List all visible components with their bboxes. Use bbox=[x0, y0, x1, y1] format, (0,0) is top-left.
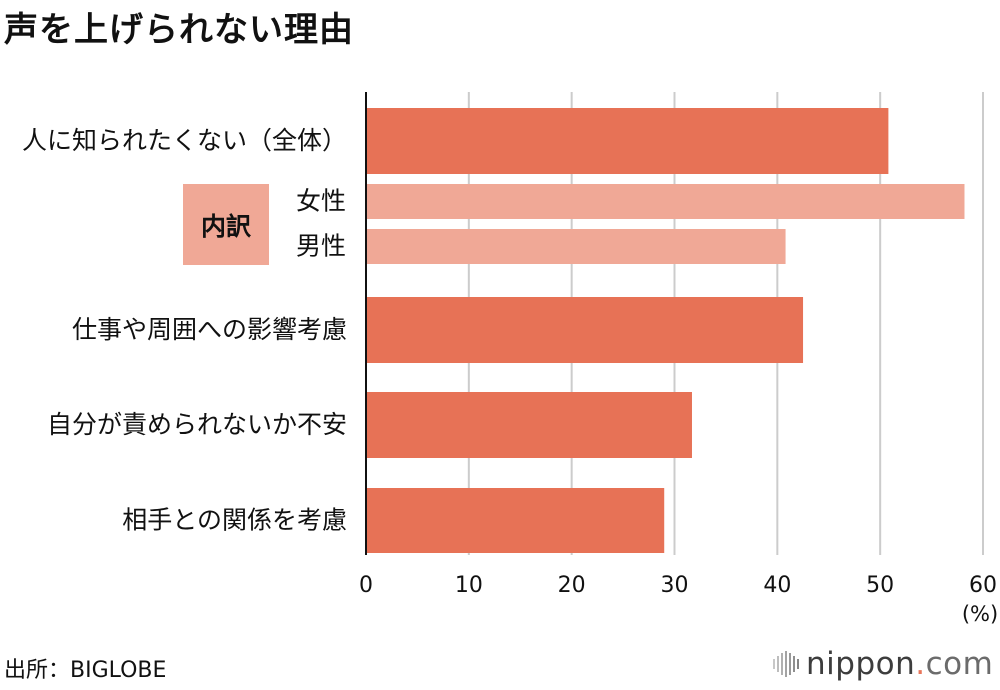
bar bbox=[366, 392, 692, 458]
category-label: 相手との関係を考慮 bbox=[122, 506, 347, 535]
logo-text: nippon.com bbox=[806, 646, 994, 682]
breakdown-label: 内訳 bbox=[183, 184, 269, 265]
x-tick-label: 40 bbox=[763, 573, 791, 598]
bar bbox=[366, 108, 889, 174]
source-text: 出所：BIGLOBE bbox=[4, 658, 167, 683]
x-unit-label: (%) bbox=[962, 602, 998, 626]
x-tick-label: 0 bbox=[359, 573, 373, 598]
category-label: 仕事や周囲への影響考慮 bbox=[72, 315, 347, 344]
category-label: 自分が責められないか不安 bbox=[47, 410, 347, 439]
x-tick-label: 10 bbox=[455, 573, 483, 598]
nippon-logo: nippon.com bbox=[772, 646, 993, 682]
x-tick-label: 30 bbox=[661, 573, 689, 598]
category-label: 人に知られたくない（全体） bbox=[22, 126, 347, 155]
chart-title: 声を上げられない理由 bbox=[4, 10, 354, 50]
bar bbox=[366, 229, 786, 264]
sound-wave-icon bbox=[773, 651, 799, 677]
bar bbox=[366, 297, 804, 363]
bar bbox=[366, 488, 665, 553]
category-label: 女性 bbox=[296, 187, 346, 216]
bar bbox=[366, 184, 965, 219]
x-tick-label: 50 bbox=[866, 573, 894, 598]
x-tick-label: 60 bbox=[969, 573, 997, 598]
category-label: 男性 bbox=[296, 232, 346, 261]
x-tick-label: 20 bbox=[558, 573, 586, 598]
